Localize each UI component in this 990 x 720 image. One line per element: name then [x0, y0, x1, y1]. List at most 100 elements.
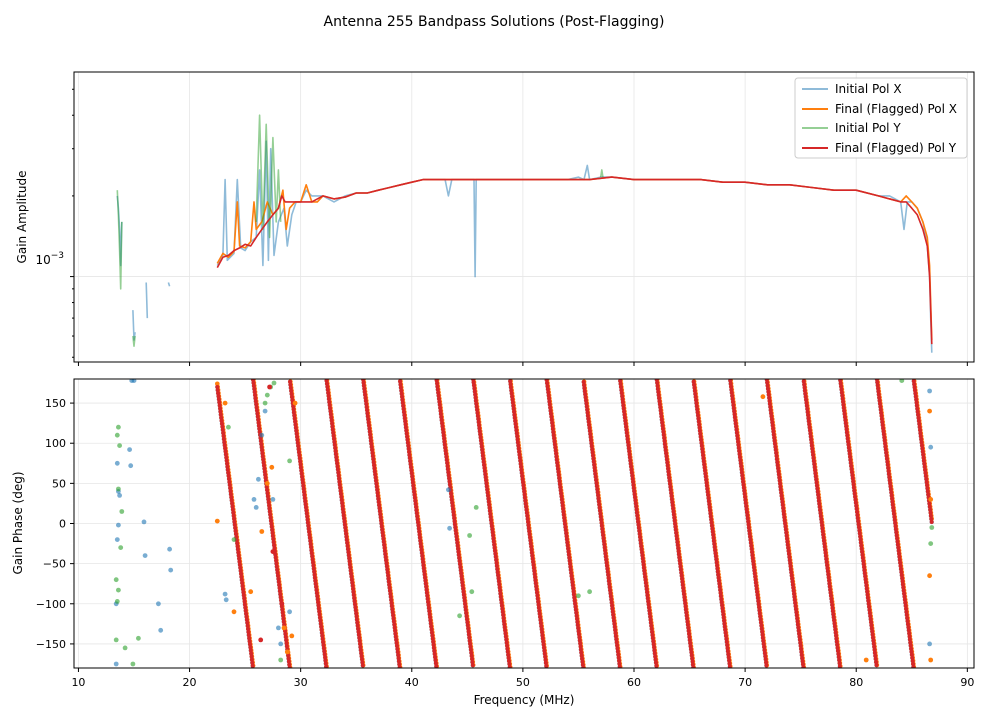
phase-point [682, 598, 687, 603]
phase-point [602, 542, 607, 547]
phase-point [514, 431, 519, 436]
phase-point [381, 539, 386, 544]
phase-point [457, 556, 462, 560]
phase-point [543, 657, 548, 662]
phase-point [466, 632, 471, 637]
phase-point [384, 561, 389, 566]
phase-point [603, 551, 608, 556]
phase-point [642, 571, 647, 576]
phase-point [449, 494, 454, 499]
phase-point [306, 526, 311, 531]
phase-point [389, 604, 394, 609]
phase-point [519, 464, 524, 469]
phase-point [237, 556, 242, 561]
phase-point [287, 662, 292, 667]
phase-point [651, 642, 656, 647]
phase-point [265, 491, 270, 496]
phase-point [382, 549, 387, 553]
phase-point [538, 615, 543, 619]
phase-point [674, 534, 679, 538]
phase-point [331, 433, 336, 438]
phase-point [601, 536, 606, 541]
phase-point [329, 418, 334, 423]
phase-point [417, 529, 422, 534]
phase-point [241, 587, 245, 592]
phase-point [693, 395, 698, 399]
phase-point [251, 383, 256, 388]
phase-point [531, 559, 536, 564]
phase-point [245, 620, 250, 625]
phase-point [690, 659, 695, 664]
phase-point [629, 467, 634, 472]
phase-point [660, 420, 665, 425]
phase-point [441, 433, 446, 438]
phase-point [502, 622, 507, 627]
phase-point [642, 568, 647, 573]
phase-point [589, 441, 594, 446]
phase-point [230, 504, 235, 509]
phase-point [517, 452, 522, 457]
phase-point [360, 657, 364, 662]
phase-point [612, 618, 616, 623]
phase-point [235, 541, 240, 546]
phase-point [401, 407, 406, 411]
phase-point [580, 659, 585, 664]
phase-point [565, 543, 570, 548]
phase-point [592, 462, 597, 467]
phase-point [655, 383, 660, 388]
phase-point [518, 461, 523, 466]
phase-point [496, 576, 501, 581]
phase-point [303, 502, 308, 507]
phase-point [447, 482, 452, 487]
phase-point [542, 648, 547, 653]
phase-point [447, 479, 452, 484]
phase-point [573, 601, 578, 606]
phase-point [310, 554, 315, 559]
phase-point [521, 480, 525, 485]
phase-point [436, 393, 441, 398]
phase-point [393, 628, 398, 633]
phase-point [277, 589, 282, 594]
phase-point [253, 399, 258, 404]
phase-point [578, 647, 583, 652]
phase-point [676, 546, 681, 551]
phase-point [257, 429, 262, 434]
legend-label: Final (Flagged) Pol Y [835, 141, 957, 155]
phase-point [317, 609, 322, 614]
phase-point [586, 419, 591, 424]
phase-point [674, 530, 679, 535]
phase-point [565, 540, 570, 545]
phase-point [593, 471, 598, 476]
phase-point [437, 402, 442, 407]
phase-point [420, 554, 425, 558]
phase-point [433, 658, 438, 663]
phase-point [269, 518, 273, 523]
phase-point [350, 580, 355, 585]
phase-point [631, 483, 636, 487]
phase-point [631, 479, 636, 484]
phase-point [427, 609, 432, 614]
phase-point [275, 567, 280, 572]
phase-point [683, 607, 688, 612]
phase-point [291, 410, 296, 415]
phase-point [589, 444, 594, 449]
phase-point [536, 605, 541, 610]
phase-point [599, 517, 604, 522]
phase-point [636, 525, 641, 530]
phase-point [318, 615, 322, 620]
phase-point [652, 651, 657, 656]
phase-point [413, 502, 418, 506]
phase-point [536, 602, 541, 607]
phase-point [678, 561, 683, 566]
phase-point [581, 380, 586, 384]
phase-point [233, 525, 238, 530]
phase-point [262, 466, 267, 471]
phase-point [486, 496, 491, 501]
phase-point [347, 559, 352, 564]
phase-point [552, 439, 557, 444]
phase-point [419, 547, 424, 552]
phase-point [428, 618, 433, 623]
phase-point [529, 547, 534, 552]
phase-point [678, 567, 683, 572]
phase-point [650, 633, 655, 638]
